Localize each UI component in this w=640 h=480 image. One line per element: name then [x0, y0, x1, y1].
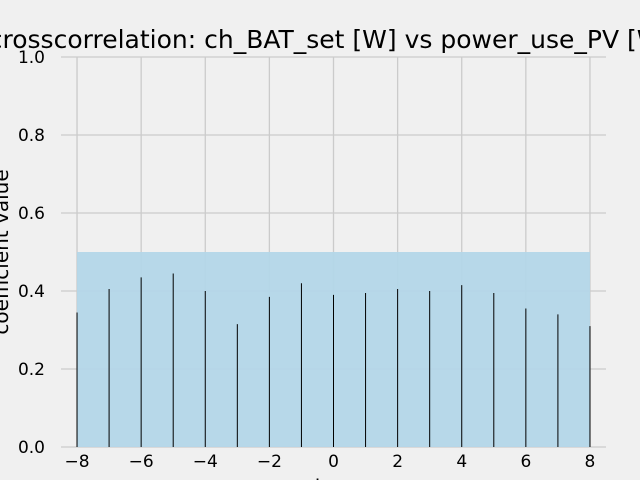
- y-tick-label: 0.4: [18, 282, 45, 302]
- x-tick-label: −2: [257, 452, 282, 472]
- y-axis-label: coefficient value: [0, 169, 13, 334]
- y-tick-label: 0.0: [18, 438, 45, 458]
- x-tick-label: 4: [456, 452, 467, 472]
- y-tick-label: 1.0: [18, 48, 45, 68]
- x-tick-label: 2: [392, 452, 403, 472]
- chart-title: crosscorrelation: ch_BAT_set [W] vs powe…: [0, 25, 640, 54]
- x-tick-label: −6: [129, 452, 154, 472]
- y-tick-labels: 0.0 0.2 0.4 0.6 0.8 1.0: [18, 48, 45, 458]
- y-tick-label: 0.6: [18, 204, 45, 224]
- x-tick-labels: −8 −6 −4 −2 0 2 4 6 8: [64, 452, 595, 472]
- x-tick-label: −4: [193, 452, 218, 472]
- y-tick-label: 0.8: [18, 126, 45, 146]
- x-tick-label: 8: [585, 452, 596, 472]
- y-tick-label: 0.2: [18, 360, 45, 380]
- x-axis-label: lag: [315, 475, 346, 480]
- x-tick-label: −8: [64, 452, 89, 472]
- bars: [76, 273, 591, 447]
- x-tick-label: 6: [520, 452, 531, 472]
- x-tick-label: 0: [328, 452, 339, 472]
